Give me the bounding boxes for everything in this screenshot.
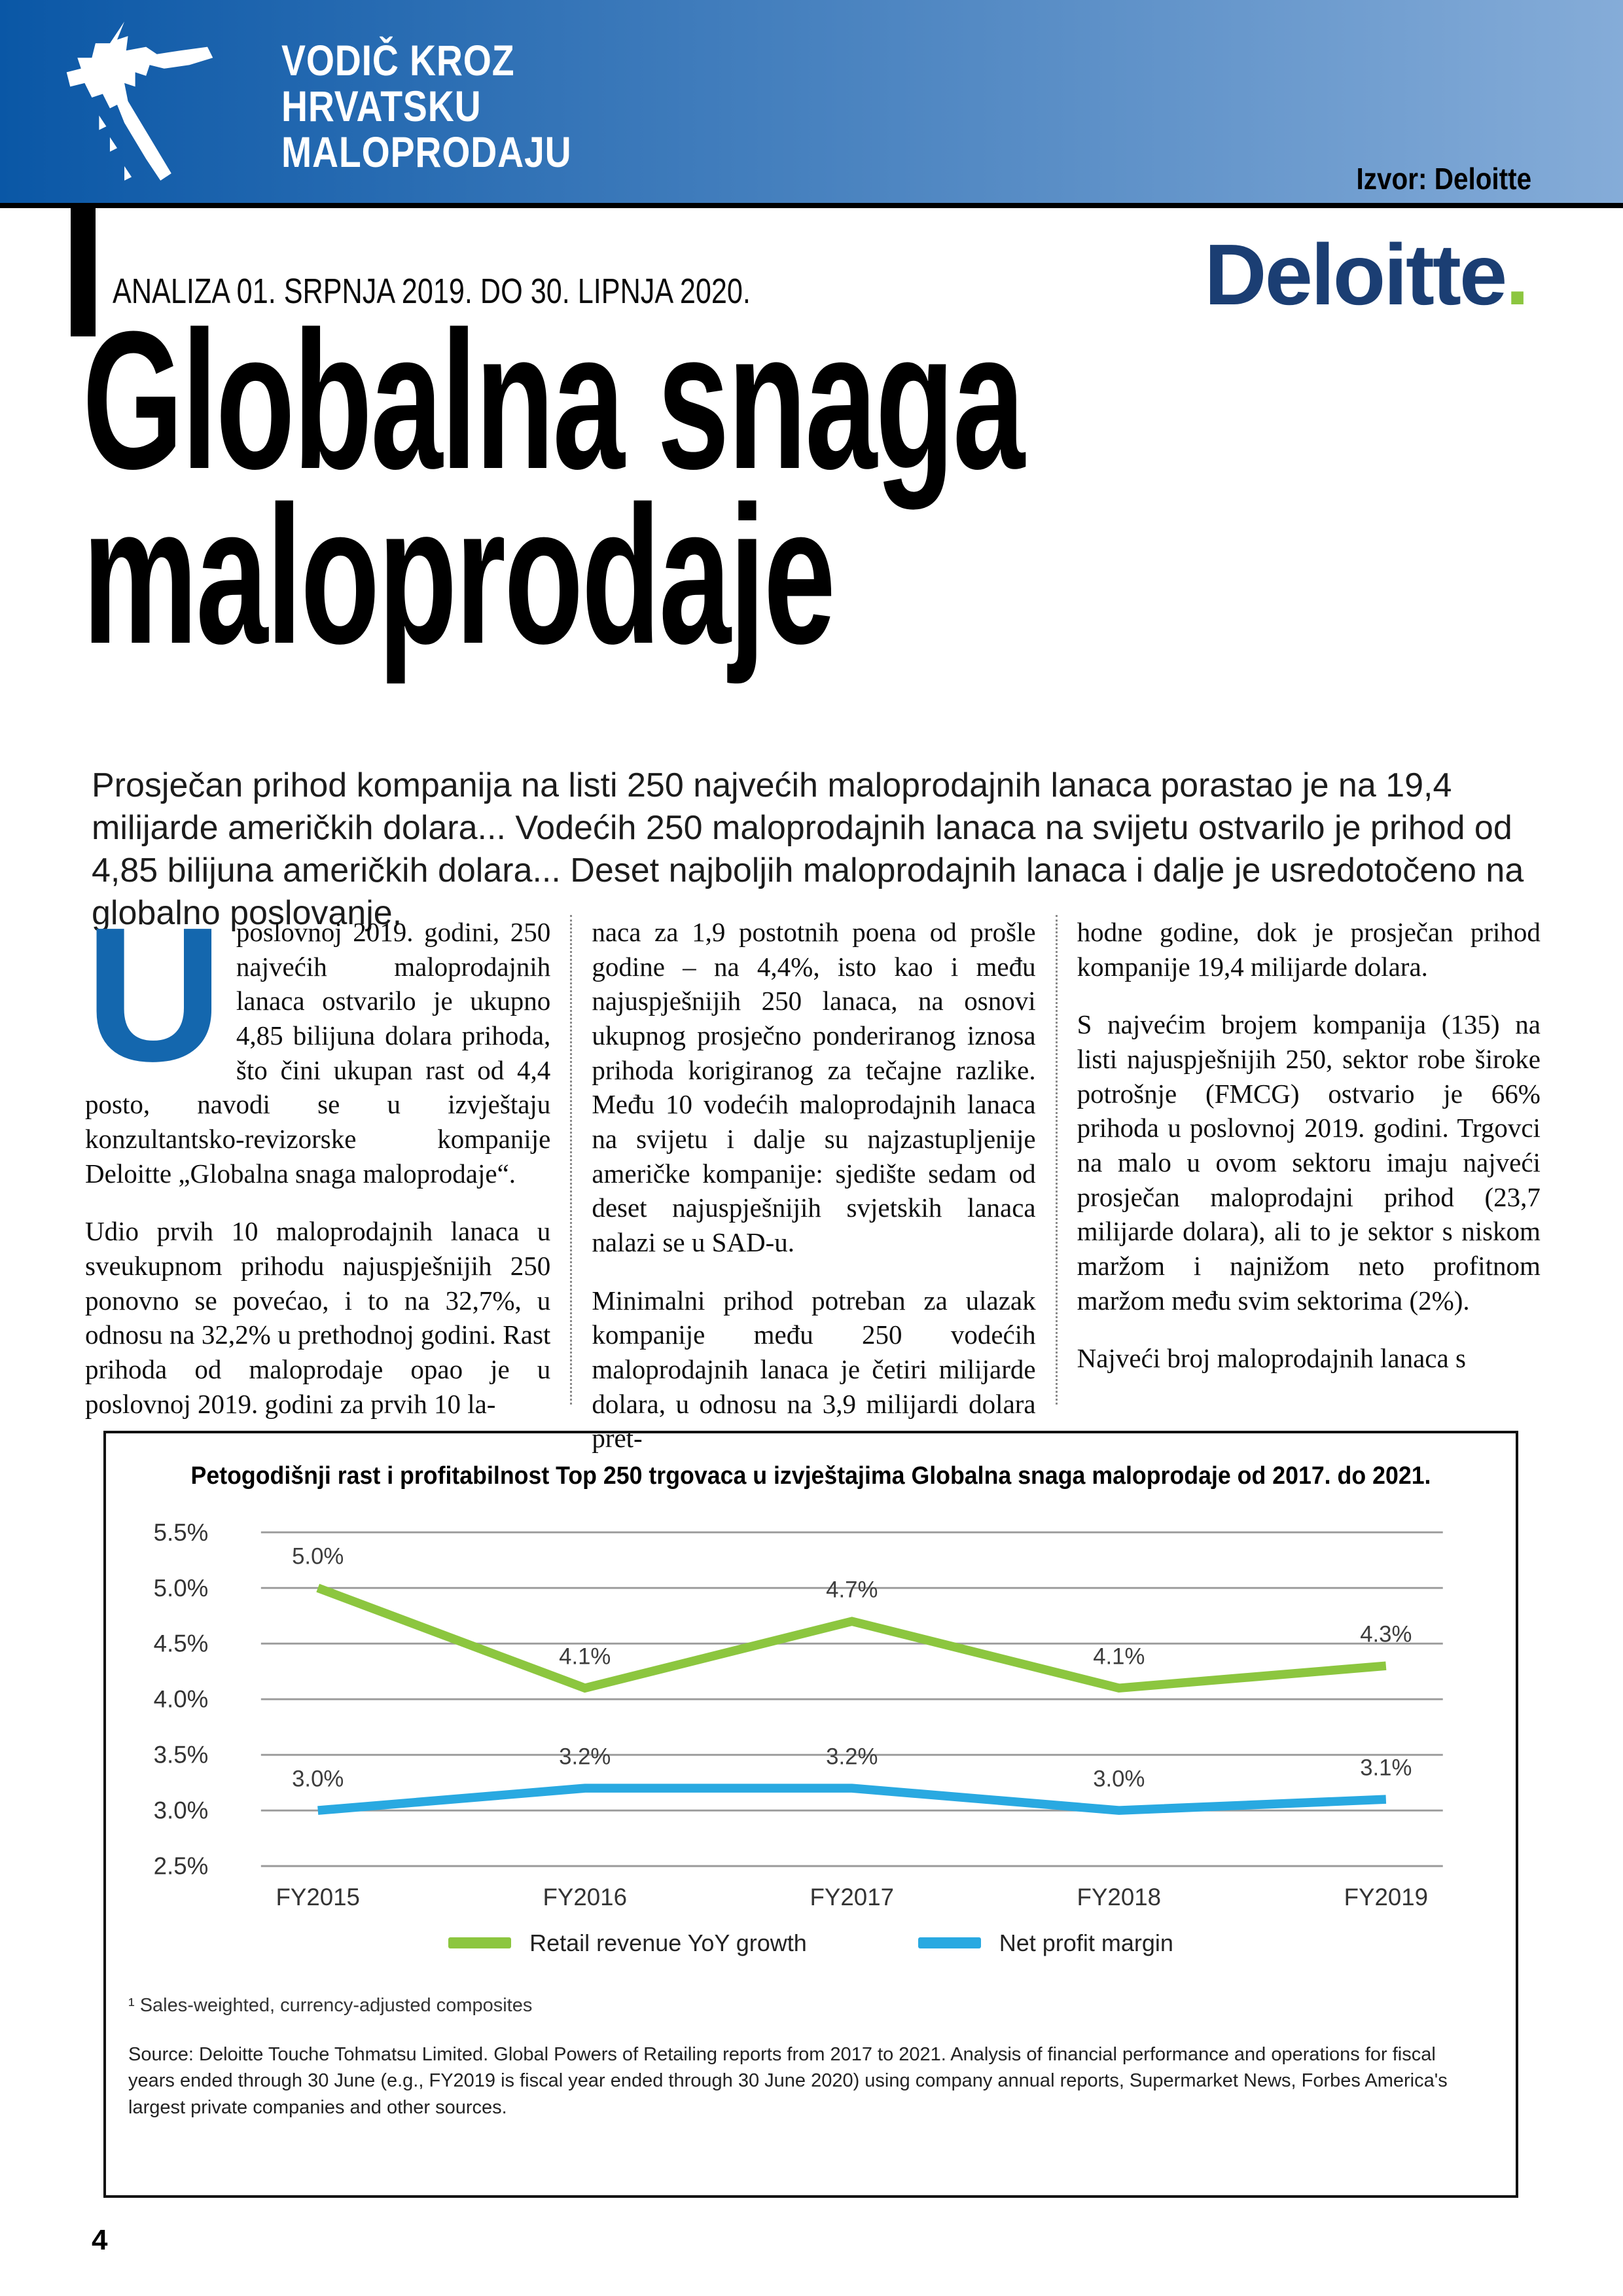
y-tick-label: 4.0% — [154, 1686, 209, 1713]
x-tick-label: FY2015 — [276, 1884, 360, 1910]
series-line-0 — [316, 1583, 1387, 1693]
data-label: 5.0% — [292, 1545, 344, 1570]
y-tick-label: 5.5% — [154, 1519, 209, 1546]
chart-panel: Petogodišnji rast i profitabilnost Top 2… — [103, 1431, 1518, 2198]
chart-title: Petogodišnji rast i profitabilnost Top 2… — [190, 1462, 1431, 1490]
paragraph-text: poslovnoj 2019. godini, 250 najvećih mal… — [85, 917, 551, 1189]
chart-footnote: ¹ Sales-weighted, currency-adjusted comp… — [128, 1994, 533, 2016]
y-tick-label: 5.0% — [154, 1575, 209, 1602]
legend-swatch — [448, 1937, 512, 1949]
data-label: 3.1% — [1360, 1755, 1412, 1780]
series-line-1 — [317, 1784, 1387, 1815]
legend-label: Net profit margin — [999, 1929, 1173, 1956]
data-label: 3.2% — [559, 1744, 611, 1769]
body-column-3: hodne godine, dok je prosječan prihod ko… — [1055, 915, 1541, 1405]
croatia-map-icon — [66, 22, 213, 181]
article-title: Globalna snaga maloprodaje — [82, 290, 1508, 685]
y-tick-label: 3.0% — [154, 1797, 209, 1824]
y-tick-label: 2.5% — [154, 1853, 209, 1880]
publication-title-line: MALOPRODAJU — [281, 127, 572, 176]
header-divider — [0, 203, 1623, 208]
x-tick-label: FY2018 — [1077, 1884, 1162, 1910]
data-label: 3.2% — [826, 1744, 878, 1769]
chart-source: Source: Deloitte Touche Tohmatsu Limited… — [128, 2043, 1448, 2118]
data-label: 3.0% — [292, 1767, 344, 1791]
paragraph: S najvećim brojem kompanija (135) na lis… — [1077, 1009, 1541, 1316]
publication-title-line: VODIČ KROZ — [281, 36, 515, 84]
article-title-line-2: maloprodaje — [82, 465, 836, 685]
legend-swatch — [918, 1937, 981, 1949]
top-banner: VODIČ KROZ HRVATSKU MALOPRODAJU Izvor: D… — [0, 0, 1623, 203]
publication-title-line: HRVATSKU — [281, 81, 482, 130]
deloitte-logo-green-dot: . — [1505, 226, 1529, 323]
accent-bar — [71, 208, 96, 336]
paragraph: Udio prvih 10 maloprodajnih lanaca u sve… — [85, 1216, 551, 1419]
deloitte-logo-text: Deloitte — [1204, 226, 1507, 323]
data-label: 4.1% — [1093, 1644, 1145, 1669]
page-number: 4 — [92, 2224, 108, 2256]
data-label: 3.0% — [1093, 1767, 1145, 1791]
data-label: 4.1% — [559, 1644, 611, 1669]
data-label: 4.3% — [1360, 1622, 1412, 1647]
source-credit: Izvor: Deloitte — [1356, 162, 1531, 196]
subheader: ANALIZA 01. SRPNJA 2019. DO 30. LIPNJA 2… — [0, 208, 1623, 365]
line-chart: 5.5% 5.0% 4.5% 4.0% 3.5% 3.0% 2.5% 5.0% 4.1% 4.7%… — [154, 1519, 1443, 1910]
paragraph: Minimalni prihod potreban za ulazak komp… — [592, 1285, 1036, 1454]
chart-legend: Retail revenue YoY growth Net profit marg… — [128, 1929, 1493, 1957]
y-tick-label: 3.5% — [154, 1742, 209, 1768]
analysis-period: ANALIZA 01. SRPNJA 2019. DO 30. LIPNJA 2… — [113, 272, 751, 311]
article-lead: Prosječan prihod kompanija na listi 250 … — [92, 766, 1524, 932]
legend-label: Retail revenue YoY growth — [529, 1929, 807, 1956]
y-tick-label: 4.5% — [154, 1630, 209, 1657]
x-tick-label: FY2017 — [810, 1884, 895, 1910]
paragraph: hodne godine, dok je prosječan prihod ko… — [1077, 917, 1541, 982]
publication-title: VODIČ KROZ HRVATSKU MALOPRODAJU — [281, 36, 572, 176]
paragraph: naca za 1,9 postotnih poena od prošle go… — [592, 917, 1036, 1258]
deloitte-logo: Deloitte. — [1204, 232, 1529, 318]
x-tick-label: FY2016 — [543, 1884, 627, 1910]
legend-item: Net profit margin — [918, 1929, 1173, 1957]
article-title-line-1: Globalna snaga — [82, 290, 1025, 510]
body-column-2: naca za 1,9 postotnih poena od prošle go… — [570, 915, 1055, 1453]
x-tick-label: FY2019 — [1344, 1884, 1429, 1910]
legend-item: Retail revenue YoY growth — [448, 1929, 807, 1957]
drop-cap: U — [85, 888, 223, 1101]
paragraph: Najveći broj maloprodajnih lanaca s — [1077, 1343, 1466, 1374]
data-label: 4.7% — [826, 1577, 878, 1602]
